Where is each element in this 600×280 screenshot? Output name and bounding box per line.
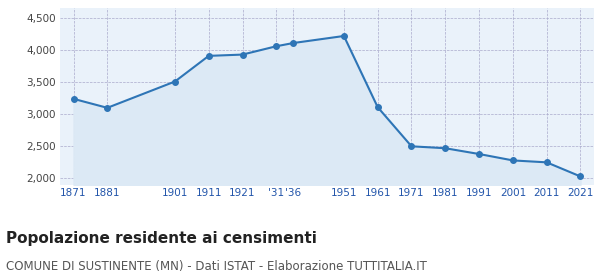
- Text: COMUNE DI SUSTINENTE (MN) - Dati ISTAT - Elaborazione TUTTITALIA.IT: COMUNE DI SUSTINENTE (MN) - Dati ISTAT -…: [6, 260, 427, 273]
- Text: Popolazione residente ai censimenti: Popolazione residente ai censimenti: [6, 231, 317, 246]
